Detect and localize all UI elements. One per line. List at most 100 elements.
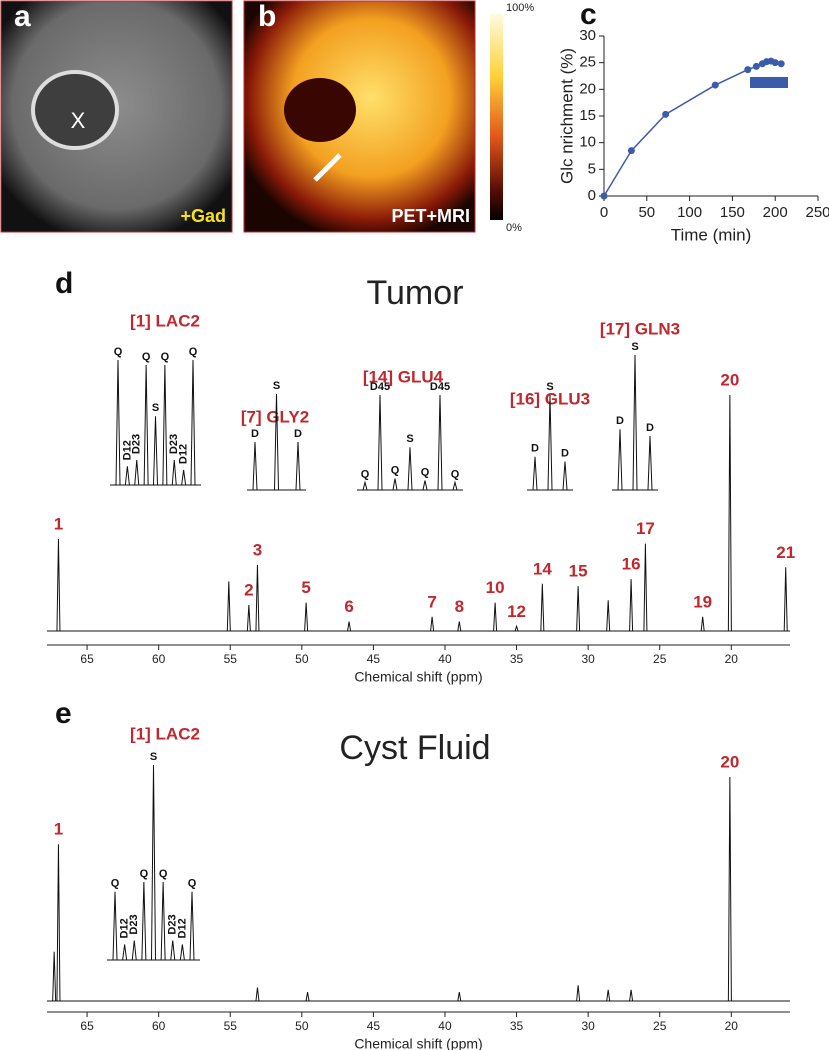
x-axis-label: Chemical shift (ppm) — [354, 669, 482, 685]
y-tick-label: 15 — [579, 107, 596, 124]
inset-peak-label: D12 — [119, 918, 131, 938]
peak-label: 1 — [54, 514, 63, 533]
peak — [540, 583, 545, 632]
inset-peak — [171, 459, 177, 486]
x-tick-label: 60 — [152, 1019, 166, 1033]
peak-label: 2 — [244, 581, 253, 600]
inset-peak — [153, 416, 158, 486]
peak — [783, 567, 788, 632]
inset-peak-label: Q — [391, 465, 400, 477]
peak — [629, 989, 634, 1002]
inset-peak — [274, 393, 279, 491]
x-tick-label: 50 — [295, 652, 309, 666]
inset-peak — [160, 881, 166, 961]
inset-peak — [131, 940, 137, 961]
peak-label: 12 — [507, 602, 526, 621]
x-tick-label: 45 — [367, 652, 381, 666]
inset-peak — [162, 364, 168, 486]
colorbar — [490, 14, 503, 220]
arrow — [313, 153, 342, 182]
peak-label: 21 — [776, 543, 795, 562]
y-tick-label: 20 — [579, 80, 596, 97]
peak — [514, 624, 519, 632]
annotation: PET+MRI — [391, 206, 470, 226]
annotation: X — [71, 108, 86, 133]
data-point — [627, 147, 635, 155]
peak — [727, 776, 732, 1002]
inset-peak-label: Q — [140, 868, 149, 880]
inset-peak-label: D — [646, 422, 654, 434]
y-tick-label: 5 — [588, 160, 596, 177]
peak-label: 8 — [455, 597, 464, 616]
inset-peak — [122, 944, 128, 961]
x-tick-label: 150 — [720, 204, 745, 221]
inset-peak — [422, 480, 428, 491]
inset-peak — [124, 466, 130, 486]
inset-peak — [392, 478, 398, 491]
inset-peak-label: D23 — [128, 914, 140, 934]
inset-peak — [112, 891, 118, 961]
inset-peak-label: D — [251, 428, 259, 440]
inset-peak — [437, 394, 443, 491]
x-tick-label: 35 — [510, 1019, 524, 1033]
x-tick-label: 25 — [653, 1019, 667, 1033]
inset-peak — [562, 461, 568, 491]
y-axis-label: Glc nrichment (%) — [557, 48, 576, 184]
peak — [606, 989, 611, 1002]
x-tick-label: 60 — [152, 652, 166, 666]
inset-peak-label: D — [294, 428, 302, 440]
inset-peak-label: D12 — [178, 444, 190, 464]
inset-peak — [179, 944, 185, 961]
x-tick-label: 250 — [805, 204, 829, 221]
y-tick-label: 10 — [579, 134, 596, 151]
peak — [493, 602, 498, 632]
peak — [629, 579, 634, 632]
lesion — [284, 78, 356, 142]
y-tick-label: 30 — [579, 27, 596, 44]
peak — [727, 394, 732, 632]
inset-peak — [189, 891, 195, 961]
peak — [255, 987, 260, 1002]
inset-peak-label: S — [273, 380, 280, 392]
x-tick-label: 45 — [367, 1019, 381, 1033]
pet-image — [243, 0, 476, 233]
inset-peak — [377, 394, 383, 491]
infusion-bar — [750, 77, 788, 88]
peak — [52, 951, 57, 1002]
x-tick-label: 55 — [224, 652, 238, 666]
inset-peak-label: D — [616, 415, 624, 427]
peak-label: 15 — [569, 562, 588, 581]
x-tick-label: 30 — [581, 1019, 595, 1033]
peak-label: 7 — [427, 592, 436, 611]
peak — [576, 586, 581, 632]
x-tick-label: 35 — [510, 652, 524, 666]
inset-peak-label: D23 — [131, 434, 143, 454]
peak-label: 5 — [301, 578, 310, 597]
chart-title: Tumor — [367, 274, 464, 312]
inset-peak-label: Q — [159, 868, 168, 880]
x-tick-label: 65 — [80, 652, 94, 666]
panel-label: e — [55, 697, 72, 730]
inset-peak-label: Q — [111, 878, 120, 890]
peak-label: 20 — [720, 752, 739, 771]
x-tick-label: 30 — [581, 652, 595, 666]
peak-label: 16 — [622, 555, 641, 574]
x-tick-label: 25 — [653, 652, 667, 666]
x-tick-label: 100 — [677, 204, 702, 221]
data-point — [711, 81, 719, 89]
peak-label: 1 — [54, 820, 63, 839]
inset-peak — [143, 364, 149, 486]
inset-peak-label: D — [531, 443, 539, 455]
inset-peak — [115, 359, 121, 486]
inset-peak — [547, 394, 553, 491]
lesion — [31, 70, 119, 150]
data-point — [777, 60, 785, 68]
peak — [304, 602, 309, 632]
inset-peak-label: S — [546, 381, 553, 393]
annotation: +Gad — [180, 206, 226, 226]
x-tick-label: 200 — [763, 204, 788, 221]
inset-peak — [252, 441, 258, 491]
inset-peak — [151, 764, 156, 961]
colorbar-label: 0% — [506, 222, 522, 234]
inset-peak — [190, 359, 196, 486]
